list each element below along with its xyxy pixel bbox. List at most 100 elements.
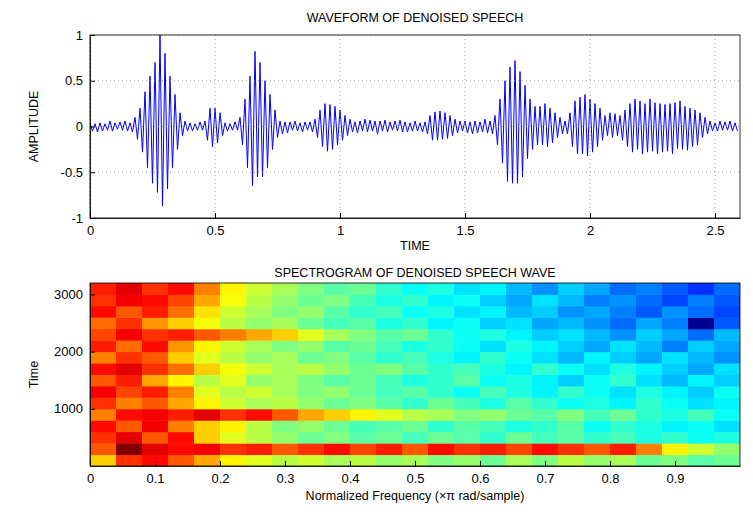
grid-line	[90, 126, 740, 127]
heatmap-cell	[168, 340, 195, 352]
heatmap-cell	[662, 352, 689, 364]
tick-label: 2000	[54, 344, 83, 359]
heatmap-cell	[116, 409, 143, 421]
tick-mark	[220, 461, 221, 466]
heatmap-cell	[506, 432, 533, 444]
heatmap-cell	[246, 409, 273, 421]
heatmap-cell	[194, 294, 221, 306]
heatmap-cell	[480, 443, 507, 455]
heatmap-cell	[454, 317, 481, 329]
heatmap-cell	[714, 352, 740, 364]
heatmap-cell	[636, 306, 663, 318]
heatmap-cell	[480, 386, 507, 398]
heatmap-cell	[610, 352, 637, 364]
tick-mark	[90, 218, 95, 219]
tick-label: 0.5	[406, 471, 424, 486]
heatmap-cell	[116, 283, 143, 295]
heatmap-cell	[610, 329, 637, 341]
heatmap-cell	[272, 340, 299, 352]
heatmap-cell	[428, 432, 455, 444]
heatmap-cell	[402, 397, 429, 409]
heatmap-cell	[246, 443, 273, 455]
heatmap-cell	[142, 306, 169, 318]
heatmap-cell	[194, 340, 221, 352]
heatmap-cell	[506, 386, 533, 398]
tick-mark	[90, 81, 95, 82]
heatmap-cell	[220, 352, 247, 364]
heatmap-cell	[714, 386, 740, 398]
heatmap-cell	[428, 443, 455, 455]
heatmap-cell	[168, 386, 195, 398]
heatmap-cell	[376, 455, 403, 466]
panel: 00.511.522.5-1-0.500.51WAVEFORM OF DENOI…	[27, 11, 741, 253]
tick: -0.5	[61, 165, 95, 180]
heatmap-cell	[480, 409, 507, 421]
heatmap-cell	[636, 317, 663, 329]
heatmap-cell	[584, 340, 611, 352]
heatmap-cell	[662, 340, 689, 352]
heatmap-cell	[324, 386, 351, 398]
heatmap-cell	[246, 317, 273, 329]
heatmap-cell	[116, 375, 143, 387]
heatmap-cell	[168, 432, 195, 444]
heatmap-cell	[246, 397, 273, 409]
grid-line	[90, 172, 740, 173]
heatmap-cell	[714, 329, 740, 341]
heatmap-cell	[558, 283, 585, 295]
tick: 0.5	[65, 73, 95, 88]
heatmap-cell	[662, 294, 689, 306]
heatmap-cell	[168, 329, 195, 341]
heatmap-cell	[506, 294, 533, 306]
heatmap-cell	[714, 306, 740, 318]
heatmap-cell	[376, 329, 403, 341]
tick: 1.5	[456, 213, 474, 238]
heatmap-cell	[428, 340, 455, 352]
heatmap-cell	[90, 363, 117, 375]
heatmap-cell	[558, 455, 585, 466]
heatmap-cell	[324, 340, 351, 352]
heatmap-cell	[480, 329, 507, 341]
heatmap-cell	[506, 317, 533, 329]
heatmap-cell	[636, 329, 663, 341]
heatmap-cell	[168, 420, 195, 432]
heatmap-cell	[194, 283, 221, 295]
heatmap-cell	[610, 386, 637, 398]
heatmap-cell	[480, 375, 507, 387]
heatmap-cell	[194, 443, 221, 455]
heatmap-cell	[428, 375, 455, 387]
heatmap-cell	[558, 294, 585, 306]
heatmap-cell	[662, 306, 689, 318]
axis-line	[91, 218, 741, 219]
tick-mark	[610, 461, 611, 466]
heatmap-cell	[298, 420, 325, 432]
tick-mark	[415, 461, 416, 466]
heatmap-cell	[402, 294, 429, 306]
heatmap-cell	[220, 455, 247, 466]
heatmap-cell	[636, 294, 663, 306]
heatmap-cell	[662, 420, 689, 432]
heatmap-cell	[532, 397, 559, 409]
tick-label: 0.4	[341, 471, 359, 486]
heatmap-cell	[142, 283, 169, 295]
heatmap-cell	[142, 386, 169, 398]
grid-line	[465, 35, 466, 218]
heatmap-cell	[454, 283, 481, 295]
heatmap-cell	[246, 363, 273, 375]
heatmap-cell	[246, 306, 273, 318]
heatmap-cell	[402, 455, 429, 466]
heatmap-cell	[324, 317, 351, 329]
heatmap-cell	[610, 306, 637, 318]
heatmap-cell	[324, 294, 351, 306]
heatmap-cell	[688, 329, 715, 341]
heatmap-cell	[272, 317, 299, 329]
heatmap-cell	[220, 432, 247, 444]
heatmap-cell	[350, 432, 377, 444]
heatmap-cell	[324, 329, 351, 341]
heatmap-cell	[272, 420, 299, 432]
tick: 0.2	[211, 461, 229, 486]
heatmap-cell	[532, 443, 559, 455]
y-axis: -1-0.500.51	[61, 28, 95, 226]
heatmap-cell	[116, 329, 143, 341]
tick-label: 0.9	[666, 471, 684, 486]
heatmap-cell	[168, 283, 195, 295]
